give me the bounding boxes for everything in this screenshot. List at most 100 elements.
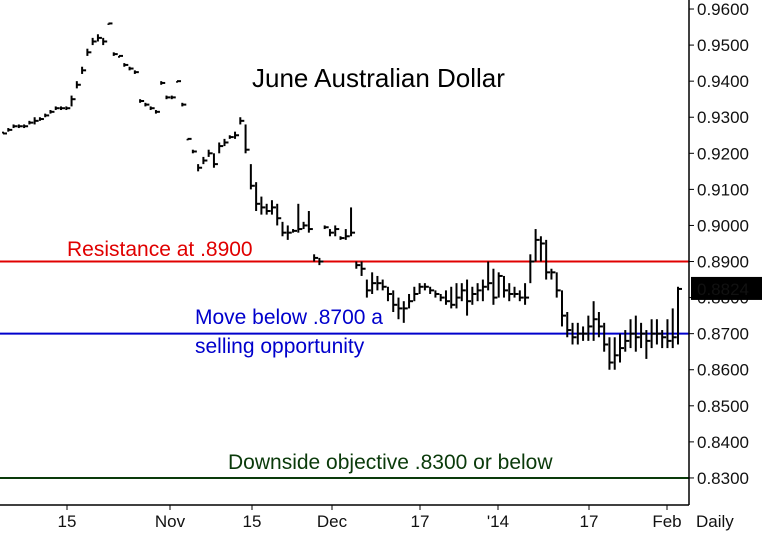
- price-bar: [423, 283, 429, 291]
- price-bar: [339, 236, 345, 240]
- objective-label: Downside objective .8300 or below: [228, 451, 553, 474]
- price-bar: [460, 283, 466, 302]
- price-bar: [360, 261, 366, 276]
- price-bar: [566, 312, 572, 338]
- price-bar: [38, 117, 44, 121]
- price-bar: [334, 225, 340, 237]
- price-bar: [661, 330, 667, 349]
- price-bar: [202, 156, 208, 165]
- price-bar: [444, 290, 450, 305]
- price-bar: [386, 286, 392, 302]
- price-bar: [487, 261, 493, 291]
- price-bar: [529, 254, 535, 284]
- price-bar: [81, 66, 87, 74]
- price-bar: [191, 149, 197, 154]
- price-bar: [260, 196, 266, 215]
- price-bar: [640, 322, 646, 349]
- price-bar: [402, 301, 408, 323]
- price-bar: [307, 211, 313, 233]
- price-bar: [392, 290, 398, 313]
- price-bar: [33, 117, 39, 125]
- y-tick-label: 0.9000: [697, 216, 749, 235]
- price-bar: [286, 225, 292, 240]
- y-tick-label: 0.9300: [697, 108, 749, 127]
- price-bar: [7, 128, 13, 132]
- x-tick-label: Feb: [652, 512, 681, 531]
- price-bar: [70, 95, 76, 107]
- y-tick-label: 0.8900: [697, 253, 749, 272]
- price-bar: [645, 330, 651, 359]
- price-bar: [597, 312, 603, 338]
- price-bar: [265, 203, 271, 215]
- price-bar: [118, 54, 124, 58]
- price-bar: [297, 203, 303, 233]
- price-bar: [365, 279, 371, 298]
- price-bar: [17, 124, 23, 129]
- frequency-label: Daily: [696, 512, 734, 531]
- reference-lines: [0, 260, 689, 479]
- price-bar: [65, 106, 71, 111]
- price-bar: [634, 315, 640, 352]
- price-bar: [302, 221, 308, 230]
- price-bar: [397, 297, 403, 320]
- price-bar: [128, 66, 134, 71]
- last-price-label: 0.8824: [697, 280, 749, 299]
- price-bar: [497, 272, 503, 298]
- price-bar: [12, 124, 18, 129]
- price-bar: [102, 37, 108, 46]
- price-bar: [476, 283, 482, 302]
- price-bar: [86, 48, 92, 56]
- price-bar: [582, 326, 588, 341]
- price-bar: [655, 319, 661, 345]
- resistance-label: Resistance at .8900: [67, 238, 253, 261]
- price-bar: [666, 319, 672, 349]
- y-tick-label: 0.9400: [697, 72, 749, 91]
- x-tick-label: 17: [580, 512, 599, 531]
- price-bar: [381, 279, 387, 291]
- price-bar: [181, 102, 187, 107]
- y-tick-label: 0.8300: [697, 469, 749, 488]
- price-bar: [144, 102, 150, 107]
- price-bar: [281, 221, 287, 237]
- y-tick-label: 0.8400: [697, 433, 749, 452]
- price-bar: [371, 272, 377, 294]
- price-bar: [492, 268, 498, 305]
- price-bar: [249, 164, 255, 190]
- x-tick-label: Dec: [317, 512, 348, 531]
- price-bar: [160, 81, 166, 85]
- price-bar: [28, 120, 34, 125]
- price-bar: [186, 137, 192, 141]
- price-bar: [439, 293, 445, 302]
- price-bar: [318, 257, 324, 266]
- last-price-box: 0.8824: [691, 276, 762, 300]
- price-bar: [413, 286, 419, 302]
- price-bar: [650, 319, 656, 349]
- chart-title: June Australian Dollar: [252, 63, 505, 93]
- price-bar: [555, 272, 561, 298]
- price-bar: [355, 261, 361, 269]
- price-bar: [44, 113, 50, 118]
- price-bar: [534, 229, 540, 262]
- price-bar: [524, 283, 530, 305]
- price-bar: [603, 322, 609, 352]
- price-bar: [587, 315, 593, 341]
- price-bar: [550, 268, 556, 280]
- price-bar: [112, 52, 118, 56]
- y-tick-label: 0.8500: [697, 397, 749, 416]
- price-bar: [75, 81, 81, 89]
- price-bars: [2, 22, 682, 370]
- price-bar: [624, 330, 630, 352]
- price-bar: [276, 203, 282, 226]
- y-tick-label: 0.9100: [697, 180, 749, 199]
- price-bar: [513, 286, 519, 298]
- price-bar: [133, 70, 139, 74]
- price-bar: [571, 322, 577, 345]
- price-bar: [376, 275, 382, 291]
- price-bar: [60, 106, 66, 111]
- price-bar: [408, 293, 414, 309]
- price-bar: [149, 106, 155, 111]
- y-tick-label: 0.8700: [697, 325, 749, 344]
- price-bar: [328, 229, 334, 237]
